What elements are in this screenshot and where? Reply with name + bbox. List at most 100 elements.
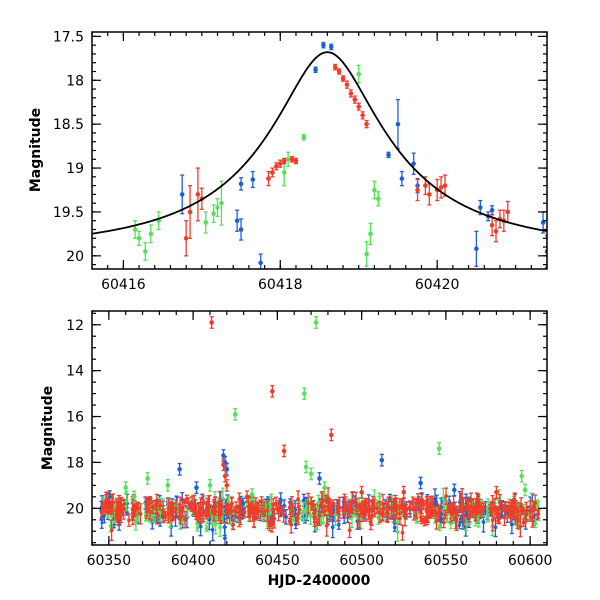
green-outlier-point [207,478,213,492]
red-baseline-point [454,508,459,532]
red-data-point [293,157,299,165]
red-baseline-point [265,500,270,521]
green-outlier-point [131,490,137,504]
red-baseline-point [331,499,336,508]
red-baseline-point [343,496,348,519]
top-y-axis-label: Magnitude [28,108,44,192]
green-baseline-point [333,503,338,526]
red-baseline-point [114,511,119,519]
red-outlier-point [494,485,499,499]
bottom-y-tick-label: 14 [66,364,84,380]
red-baseline-point [397,498,402,516]
red-baseline-point [407,501,412,515]
red-baseline-point [413,498,418,518]
red-baseline-point [451,502,456,522]
red-baseline-point [502,501,507,513]
red-data-point [497,209,503,229]
red-baseline-point [154,493,159,508]
red-baseline-point [437,504,442,516]
red-baseline-point [348,500,353,510]
red-baseline-point [255,502,260,520]
red-baseline-point [180,499,185,518]
red-baseline-point [519,506,524,516]
red-baseline-point [205,504,210,517]
red-baseline-point [403,511,408,520]
top-y-tick-label: 19 [66,161,84,177]
red-baseline-point [515,508,520,530]
red-data-point [289,155,295,163]
red-baseline-point [536,509,541,519]
red-baseline-point [418,500,423,523]
blue-outlier-point [177,462,182,476]
red-data-point [352,95,358,104]
red-baseline-point [227,503,232,515]
model-curve [92,51,547,235]
red-baseline-point [528,500,533,522]
red-baseline-point [377,501,382,524]
bottom-x-tick-label: 60500 [339,553,384,569]
green-data-point [215,198,220,217]
bottom-x-tick-label: 60600 [508,553,553,569]
red-outlier-point [359,485,364,499]
top-axis-ticks: 60416 60418 60420 17.5 18 18.5 19 19.5 20 [53,29,548,293]
top-y-tick-label: 20 [66,249,84,265]
red-baseline-point [324,514,329,537]
bottom-x-tick-label: 60550 [424,553,469,569]
red-baseline-point [306,492,311,514]
red-baseline-point [422,517,427,527]
red-baseline-point [253,497,258,519]
top-y-tick-label: 19.5 [53,205,84,221]
red-data-point [332,63,338,71]
green-outlier-point [436,442,442,456]
red-baseline-point [309,496,314,511]
red-baseline-point [242,507,247,518]
bottom-y-tick-label: 16 [66,410,84,426]
blue-outlier-point [194,481,199,495]
green-data-point [376,191,381,207]
green-outlier-point [145,472,150,485]
red-baseline-point [490,508,495,532]
red-baseline-point [281,506,286,523]
red-baseline-point [138,503,143,525]
red-baseline-point [262,501,267,523]
green-baseline-point [195,524,200,532]
red-baseline-point [512,492,517,511]
top-panel: 60416 60418 60420 17.5 18 18.5 19 19.5 20 Magnit… [28,29,548,293]
red-data-point [360,111,365,120]
blue-data-point [489,205,495,216]
red-data-point [348,89,354,98]
red-outlier-point [244,490,250,504]
red-baseline-point [126,513,131,527]
red-baseline-point [272,508,277,529]
red-data-point [415,178,420,202]
red-baseline-point [133,503,138,511]
red-baseline-point [443,509,448,520]
green-outlier-point [522,483,528,497]
red-baseline-point [276,500,281,522]
red-baseline-point [211,499,216,522]
red-outlier-point [401,485,407,499]
red-baseline-point [237,507,242,528]
blue-outlier-point [379,453,385,467]
top-y-tick-label: 18 [66,73,84,89]
top-x-tick-label: 60420 [415,277,460,293]
red-baseline-point [363,497,368,509]
red-baseline-point [295,513,300,523]
green-data-point [219,180,224,226]
red-baseline-point [238,499,243,514]
red-baseline-point [130,507,135,518]
bottom-x-tick-label: 60450 [255,553,300,569]
red-baseline-point [479,506,484,515]
red-data-point [340,75,346,82]
green-data-point [368,222,373,246]
red-baseline-point [531,500,536,512]
red-baseline-point [108,500,113,513]
green-outlier-point [232,407,238,421]
blue-baseline-point [222,526,227,545]
red-baseline-point [518,515,523,538]
red-baseline-point [433,506,438,517]
top-plot-frame [91,31,548,270]
red-baseline-point [467,509,472,523]
top-data-points [132,41,547,269]
red-baseline-point [216,502,221,522]
